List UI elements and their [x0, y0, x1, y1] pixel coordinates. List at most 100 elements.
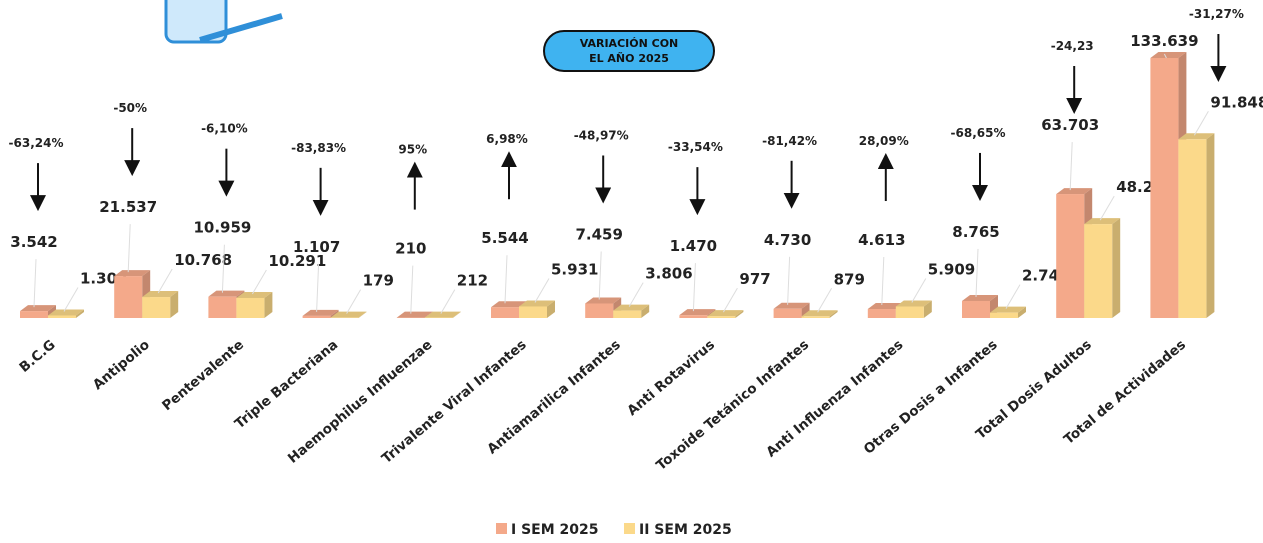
category-label: B.C.G	[16, 337, 58, 376]
variation-label: -24,23	[1051, 39, 1094, 53]
leader-line	[441, 290, 455, 314]
leader-line	[34, 259, 36, 307]
bar-front	[114, 276, 142, 318]
value-label: 63.703	[1041, 116, 1099, 134]
value-label: 21.537	[99, 198, 157, 216]
leader-line	[535, 278, 549, 302]
value-label: 7.459	[575, 225, 622, 243]
bar-front	[48, 315, 76, 318]
legend-label: I SEM 2025	[511, 522, 599, 538]
chart: 3.5421.302-63,24%B.C.G21.53710.768-50%An…	[0, 0, 1263, 543]
variation-label: -33,54%	[668, 140, 723, 154]
leader-line	[1100, 196, 1114, 220]
category-label: Pentevalente	[159, 337, 247, 414]
variation-label: -68,65%	[951, 126, 1006, 140]
bar-front	[1178, 139, 1206, 318]
category-label: Anti Rotavirus	[624, 337, 718, 419]
category-label: Antipolio	[90, 337, 153, 393]
title-badge: VARIACIÓN CON EL AÑO 2025	[543, 30, 715, 72]
legend-swatch	[624, 523, 635, 534]
bar	[613, 305, 649, 318]
legend-label: II SEM 2025	[639, 522, 732, 538]
variation-label: -83,83%	[291, 141, 346, 155]
leader-line	[505, 255, 507, 303]
variation-label: 95%	[398, 143, 427, 157]
value-label: 1.107	[293, 238, 340, 256]
value-label: 212	[457, 272, 488, 290]
bar-side	[1206, 133, 1214, 318]
bar	[519, 300, 555, 318]
category-label: Toxoide Tetánico Infantes	[653, 337, 812, 474]
leader-line	[158, 269, 172, 293]
variation-label: 28,09%	[859, 134, 909, 148]
bar-front	[679, 315, 707, 318]
leader-line	[818, 288, 832, 312]
variation-label: 6,98%	[486, 132, 528, 146]
bar	[142, 291, 178, 318]
leader-line	[317, 264, 319, 312]
leader-line	[912, 279, 926, 303]
leader-line	[976, 249, 978, 297]
value-label: 4.613	[858, 231, 905, 249]
bar-front	[1056, 194, 1084, 318]
variation-label: -81,42%	[762, 134, 817, 148]
leader-line	[252, 270, 266, 294]
value-label: 133.639	[1130, 32, 1198, 50]
bar-side	[1112, 218, 1120, 318]
bar-front	[1084, 224, 1112, 318]
value-label: 977	[739, 270, 770, 288]
leader-line	[64, 287, 78, 311]
value-label: 5.544	[481, 229, 528, 247]
leader-line	[1070, 142, 1072, 190]
value-label: 5.909	[928, 261, 975, 279]
bar-front	[585, 303, 613, 318]
leader-line	[599, 251, 601, 299]
legend-swatch	[496, 523, 507, 534]
leader-line	[788, 257, 790, 305]
leader-line	[411, 266, 413, 314]
value-label: 3.542	[10, 233, 57, 251]
value-label: 879	[834, 270, 865, 288]
leader-line	[1006, 285, 1020, 309]
bar-front	[142, 297, 170, 318]
bar	[896, 301, 932, 318]
bar-front	[236, 298, 264, 318]
leader-line	[723, 288, 737, 312]
bar-front	[519, 306, 547, 318]
bar-front	[491, 307, 519, 318]
bar-front	[20, 311, 48, 318]
leader-line	[1194, 111, 1208, 135]
page: 3.5421.302-63,24%B.C.G21.53710.768-50%An…	[0, 0, 1263, 543]
value-label: 5.931	[551, 260, 598, 278]
leader-line	[882, 257, 884, 305]
bar	[1178, 133, 1214, 318]
value-label: 210	[395, 240, 426, 258]
bar-front	[868, 309, 896, 318]
bar-front	[1150, 58, 1178, 318]
variation-label: -31,27%	[1189, 7, 1244, 21]
bar-front	[774, 309, 802, 318]
leader-line	[347, 290, 361, 314]
value-label: 3.806	[645, 265, 692, 283]
value-label: 8.765	[952, 223, 999, 241]
value-label: 10.959	[193, 219, 251, 237]
category-label: Triple Bacteriana	[232, 337, 341, 432]
bar-front	[896, 307, 924, 318]
leader-line	[629, 283, 643, 307]
bar-front	[962, 301, 990, 318]
leader-line	[693, 263, 695, 311]
bar-front	[303, 316, 331, 318]
variation-label: -63,24%	[9, 136, 64, 150]
leader-line	[128, 224, 130, 272]
value-label: 4.730	[764, 231, 811, 249]
bar-front	[802, 316, 830, 318]
value-label: 179	[363, 272, 394, 290]
bar-front	[208, 297, 236, 318]
variation-label: -48,97%	[574, 128, 629, 142]
bar-front	[990, 313, 1018, 318]
bar-front	[613, 311, 641, 318]
bar	[236, 292, 272, 318]
variation-label: -50%	[113, 101, 147, 115]
vaccine-icon	[166, 0, 282, 42]
value-label: 1.470	[670, 237, 717, 255]
